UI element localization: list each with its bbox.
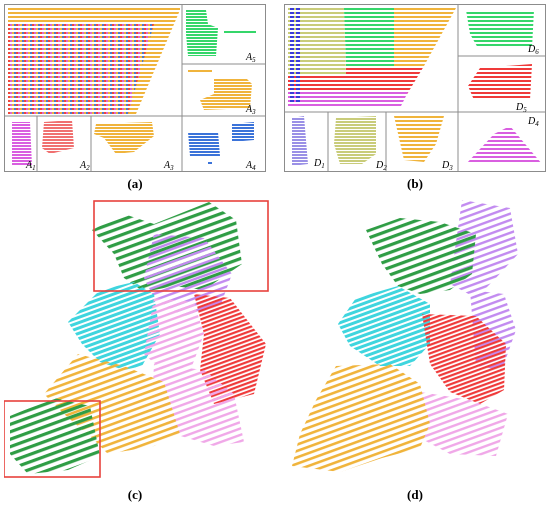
panel-b-figure: D6 D5 D4 D1 D2 D3	[284, 4, 546, 172]
region-c-violet	[144, 234, 232, 316]
panel-b: D6 D5 D4 D1 D2 D3	[284, 4, 546, 172]
segment-d4	[466, 126, 542, 164]
highlight-box-top	[93, 200, 269, 292]
label-a1: A1	[25, 160, 36, 172]
segment-d3	[394, 116, 444, 162]
segment-a1	[12, 122, 32, 166]
segment-orange-line	[188, 70, 212, 72]
segment-a4-dot	[208, 162, 212, 164]
region-d-green	[366, 218, 476, 294]
segment-a4-left	[188, 132, 220, 156]
label-d5: D5	[515, 102, 527, 114]
region-c-orange	[44, 354, 180, 454]
panel-c	[3, 194, 274, 484]
segment-d5	[468, 64, 532, 100]
region-c-pink-mid	[144, 298, 204, 372]
region-b-red	[288, 66, 424, 96]
segment-d1	[292, 116, 308, 166]
label-d4: D4	[527, 116, 539, 128]
region-d-red	[422, 314, 506, 404]
label-d1: D1	[313, 158, 325, 170]
label-a2: A2	[79, 160, 90, 172]
region-d-orange	[292, 364, 430, 472]
region-b-olive	[288, 8, 346, 74]
segment-a3	[94, 122, 154, 154]
label-a4: A4	[245, 160, 256, 172]
segment-a3-right	[200, 78, 252, 110]
panel-c-figure	[3, 200, 269, 478]
panel-a-figure: A5 A3 A1 A2 A3 A4	[4, 4, 266, 172]
panel-d	[280, 194, 546, 484]
region-b-blue	[288, 8, 302, 104]
panel-d-figure	[292, 200, 518, 472]
segment-a5-line	[224, 31, 256, 33]
region-c-green-bottom	[10, 398, 100, 474]
label-d2: D2	[375, 160, 387, 172]
label-a3-right: A3	[245, 104, 256, 116]
label-a5: A5	[245, 52, 256, 64]
region-c-cyan	[68, 282, 160, 370]
region-d-cyan	[338, 286, 430, 366]
caption-d: (d)	[407, 487, 423, 502]
region-d-pink	[400, 390, 508, 456]
region-b-orange	[394, 8, 456, 66]
caption-c: (c)	[127, 487, 143, 502]
label-d3: D3	[441, 160, 453, 172]
segment-a2	[42, 120, 74, 154]
label-a3: A3	[163, 160, 174, 172]
label-d6: D6	[527, 44, 539, 56]
segment-a4-right	[232, 122, 254, 142]
segment-d2	[334, 116, 376, 164]
panel-a-main-map-mixed	[8, 24, 154, 114]
region-b-green	[344, 8, 396, 66]
segment-d6	[466, 10, 534, 48]
highlight-box-bottom	[3, 400, 101, 478]
region-b-magenta	[288, 92, 408, 108]
panel-a: A5 A3 A1 A2 A3 A4	[4, 4, 266, 172]
caption-a: (a)	[127, 176, 143, 191]
caption-b: (b)	[407, 176, 423, 191]
segment-a5	[186, 10, 218, 56]
